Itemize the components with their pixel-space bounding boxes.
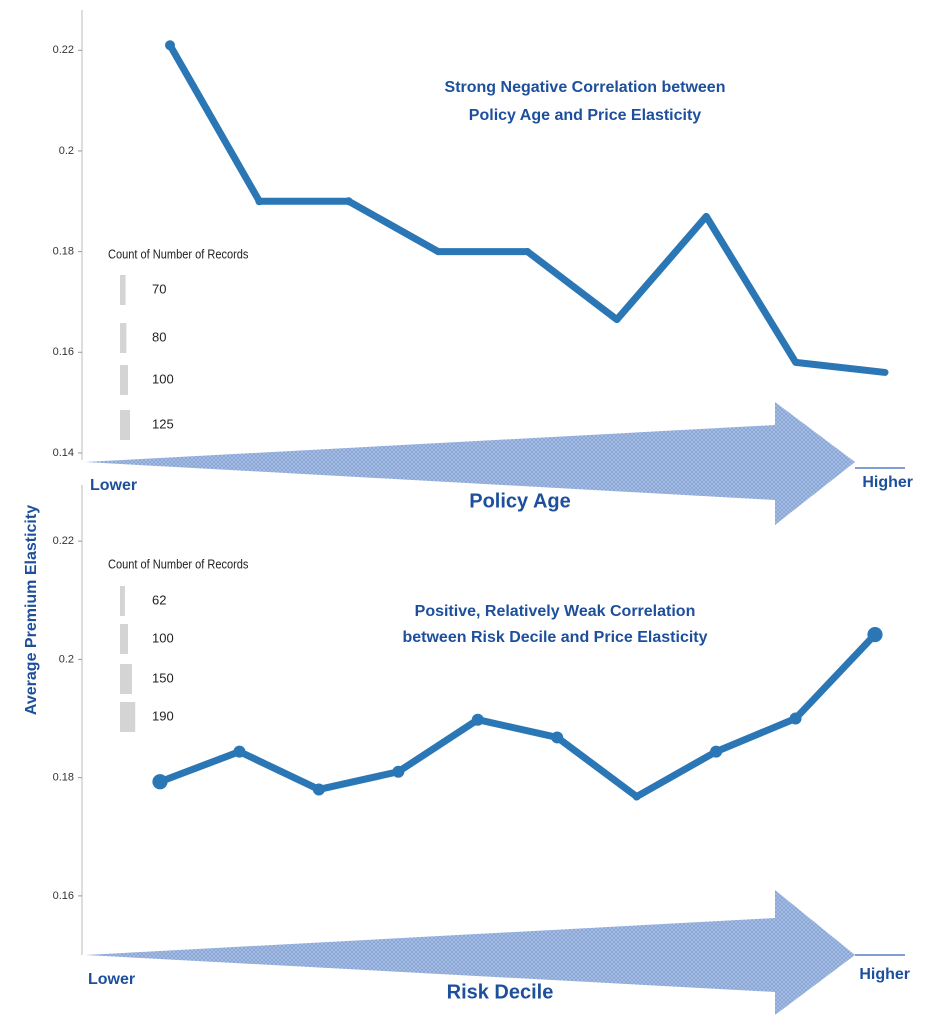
line-point	[703, 213, 710, 220]
arrow	[85, 890, 855, 1015]
line-point	[613, 316, 621, 323]
line-point	[152, 774, 168, 790]
y-tick-label: 0.14	[53, 447, 74, 459]
line-point	[551, 731, 564, 744]
annotation: Positive, Relatively Weak Correlation	[415, 603, 696, 620]
legend-label: 150	[152, 670, 174, 685]
line-point	[792, 359, 799, 366]
line-point	[165, 40, 175, 51]
y-axis-label: Average Premium Elasticity	[23, 505, 40, 715]
legend-title: Count of Number of Records	[108, 557, 248, 572]
line-point	[255, 197, 264, 206]
x-start-label: Lower	[88, 971, 135, 988]
line-point	[523, 248, 532, 256]
legend-title: Count of Number of Records	[108, 247, 248, 262]
legend-swatch	[120, 664, 132, 694]
legend-label: 100	[152, 371, 174, 386]
legend-label: 100	[152, 630, 174, 645]
annotation: between Risk Decile and Price Elasticity	[402, 629, 707, 646]
line-point	[867, 626, 883, 643]
legend-swatch	[120, 275, 126, 305]
legend-label: 62	[152, 592, 166, 607]
annotation: Strong Negative Correlation between	[445, 79, 726, 96]
line	[156, 631, 879, 801]
y-tick-label: 0.18	[53, 772, 74, 784]
y-tick-label: 0.22	[53, 44, 74, 56]
legend-label: 190	[152, 708, 174, 723]
x-axis-label: Risk Decile	[447, 981, 554, 1003]
y-tick-label: 0.2	[59, 145, 74, 157]
line-point	[632, 792, 641, 801]
line-point	[344, 197, 353, 206]
legend-label: 80	[152, 329, 166, 344]
arrow	[85, 402, 855, 525]
x-start-label: Lower	[90, 477, 137, 494]
line-point	[312, 783, 325, 796]
legend-swatch	[120, 624, 128, 654]
legend-swatch	[120, 702, 136, 732]
line-point	[471, 713, 484, 726]
y-tick-label: 0.18	[53, 246, 74, 258]
line-point	[434, 248, 442, 256]
x-end-label: Higher	[862, 474, 913, 491]
annotation: Policy Age and Price Elasticity	[469, 107, 701, 124]
legend-swatch	[120, 410, 130, 440]
legend-swatch	[120, 586, 125, 616]
x-axis-label: Policy Age	[469, 490, 571, 512]
line-point	[789, 712, 802, 725]
y-tick-label: 0.22	[53, 535, 74, 547]
legend-swatch	[120, 323, 127, 353]
line-point	[881, 369, 889, 376]
line-point	[392, 765, 405, 778]
line-point	[710, 745, 723, 758]
x-end-label: Higher	[859, 966, 910, 983]
legend-swatch	[120, 365, 128, 395]
legend-label: 125	[152, 416, 174, 431]
y-tick-label: 0.16	[53, 890, 74, 902]
y-tick-label: 0.16	[53, 346, 74, 358]
legend-label: 70	[152, 281, 166, 296]
y-tick-label: 0.2	[59, 653, 74, 665]
line-point	[233, 745, 246, 758]
